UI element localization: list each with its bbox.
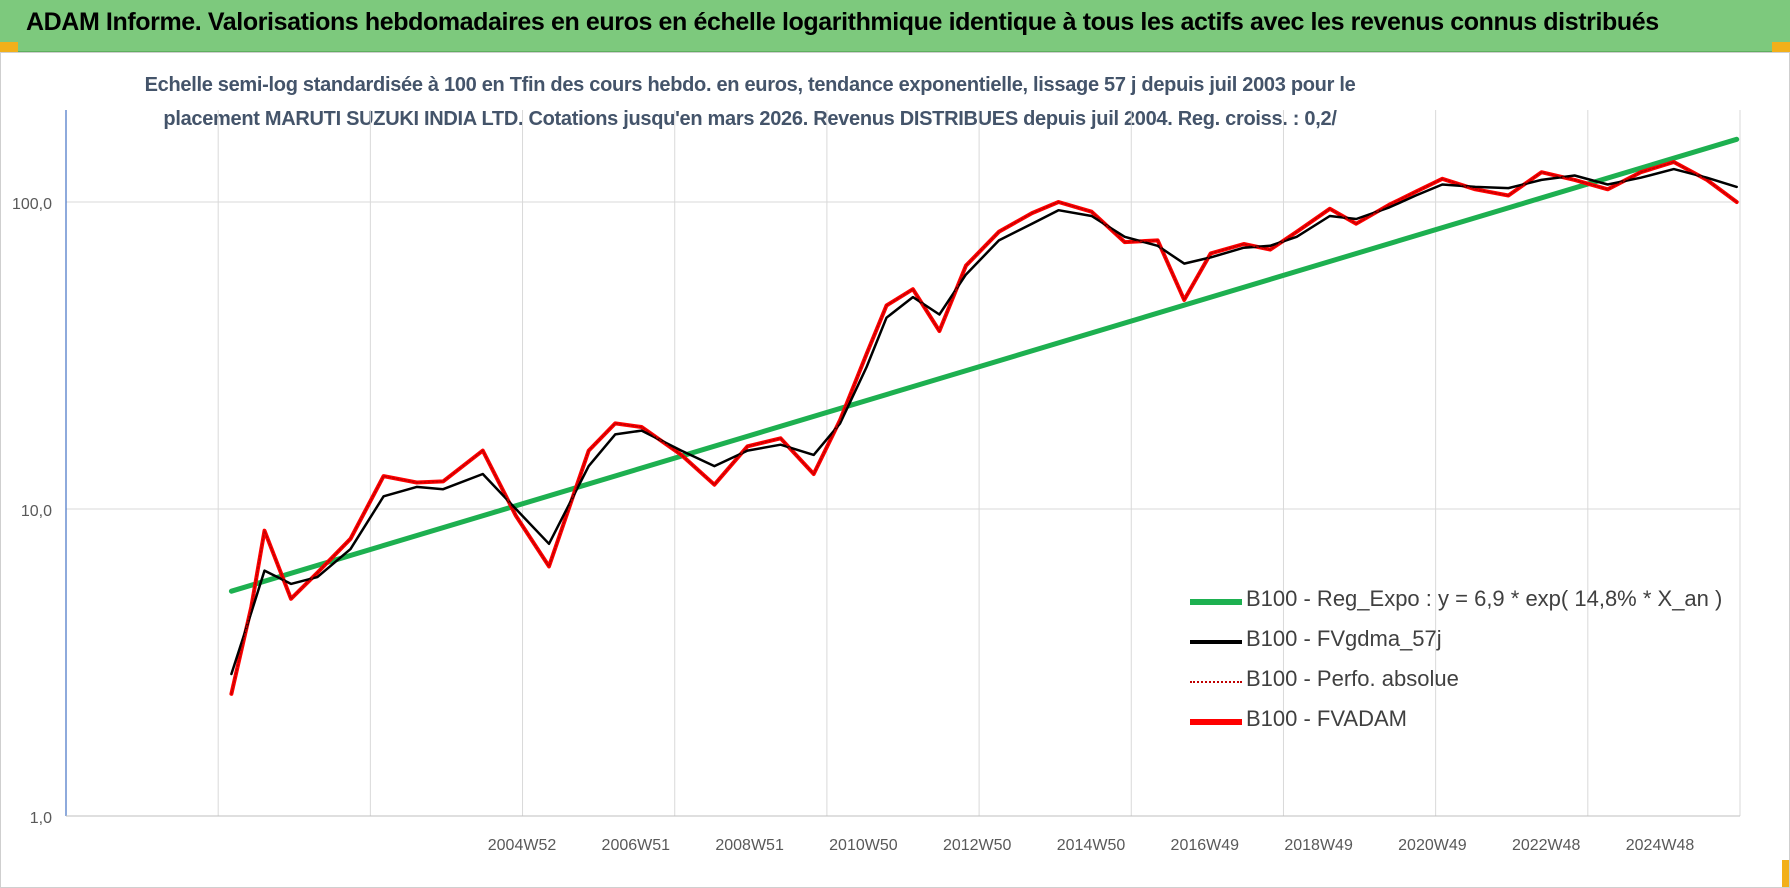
y-tick-label: 100,0 [12,196,52,213]
legend-swatch [1190,599,1242,605]
x-tick-label: 2008W51 [715,837,784,854]
x-tick-label: 2024W48 [1626,837,1695,854]
chart-axes [65,110,1740,817]
legend-label: B100 - FVgdma_57j [1246,626,1442,651]
corner-mark-top-left [0,42,18,52]
chart-title-line-1: Echelle semi-log standardisée à 100 en T… [144,74,1356,96]
series-lines [228,136,1740,696]
tick-labels: 1,0 10,0 100,0 2004W52 2006W51 2008W51 2010W50… [12,196,1694,854]
y-tick-label: 1,0 [30,810,52,827]
series-line-0 [228,136,1740,594]
y-tick-label: 10,0 [21,503,52,520]
x-tick-label: 2012W50 [943,837,1012,854]
legend-swatch [1190,640,1242,644]
x-tick-label: 2004W52 [488,837,557,854]
report-banner: ADAM Informe. Valorisations hebdomadaire… [0,0,1790,52]
x-tick-label: 2020W49 [1398,837,1467,854]
legend-label: B100 - Perfo. absolue [1246,666,1459,691]
corner-mark-top-right [1772,42,1790,52]
x-tick-label: 2016W49 [1171,837,1240,854]
series-line-3 [229,160,1739,696]
x-tick-label: 2022W48 [1512,837,1581,854]
report-title: ADAM Informe. Valorisations hebdomadaire… [26,8,1659,36]
x-tick-label: 2010W50 [829,837,898,854]
legend-label: B100 - FVADAM [1246,706,1407,731]
x-tick-label: 2006W51 [602,837,671,854]
legend-swatch [1190,719,1242,725]
x-tick-label: 2018W49 [1284,837,1353,854]
legend-swatch [1190,681,1242,683]
legend-label: B100 - Reg_Expo : y = 6,9 * exp( 14,8% *… [1246,586,1723,611]
series-line-2 [230,161,1738,695]
x-tick-label: 2014W50 [1057,837,1126,854]
corner-mark-bottom-right [1782,860,1790,888]
chart-title-line-2: placement MARUTI SUZUKI INDIA LTD. Cotat… [163,108,1337,130]
